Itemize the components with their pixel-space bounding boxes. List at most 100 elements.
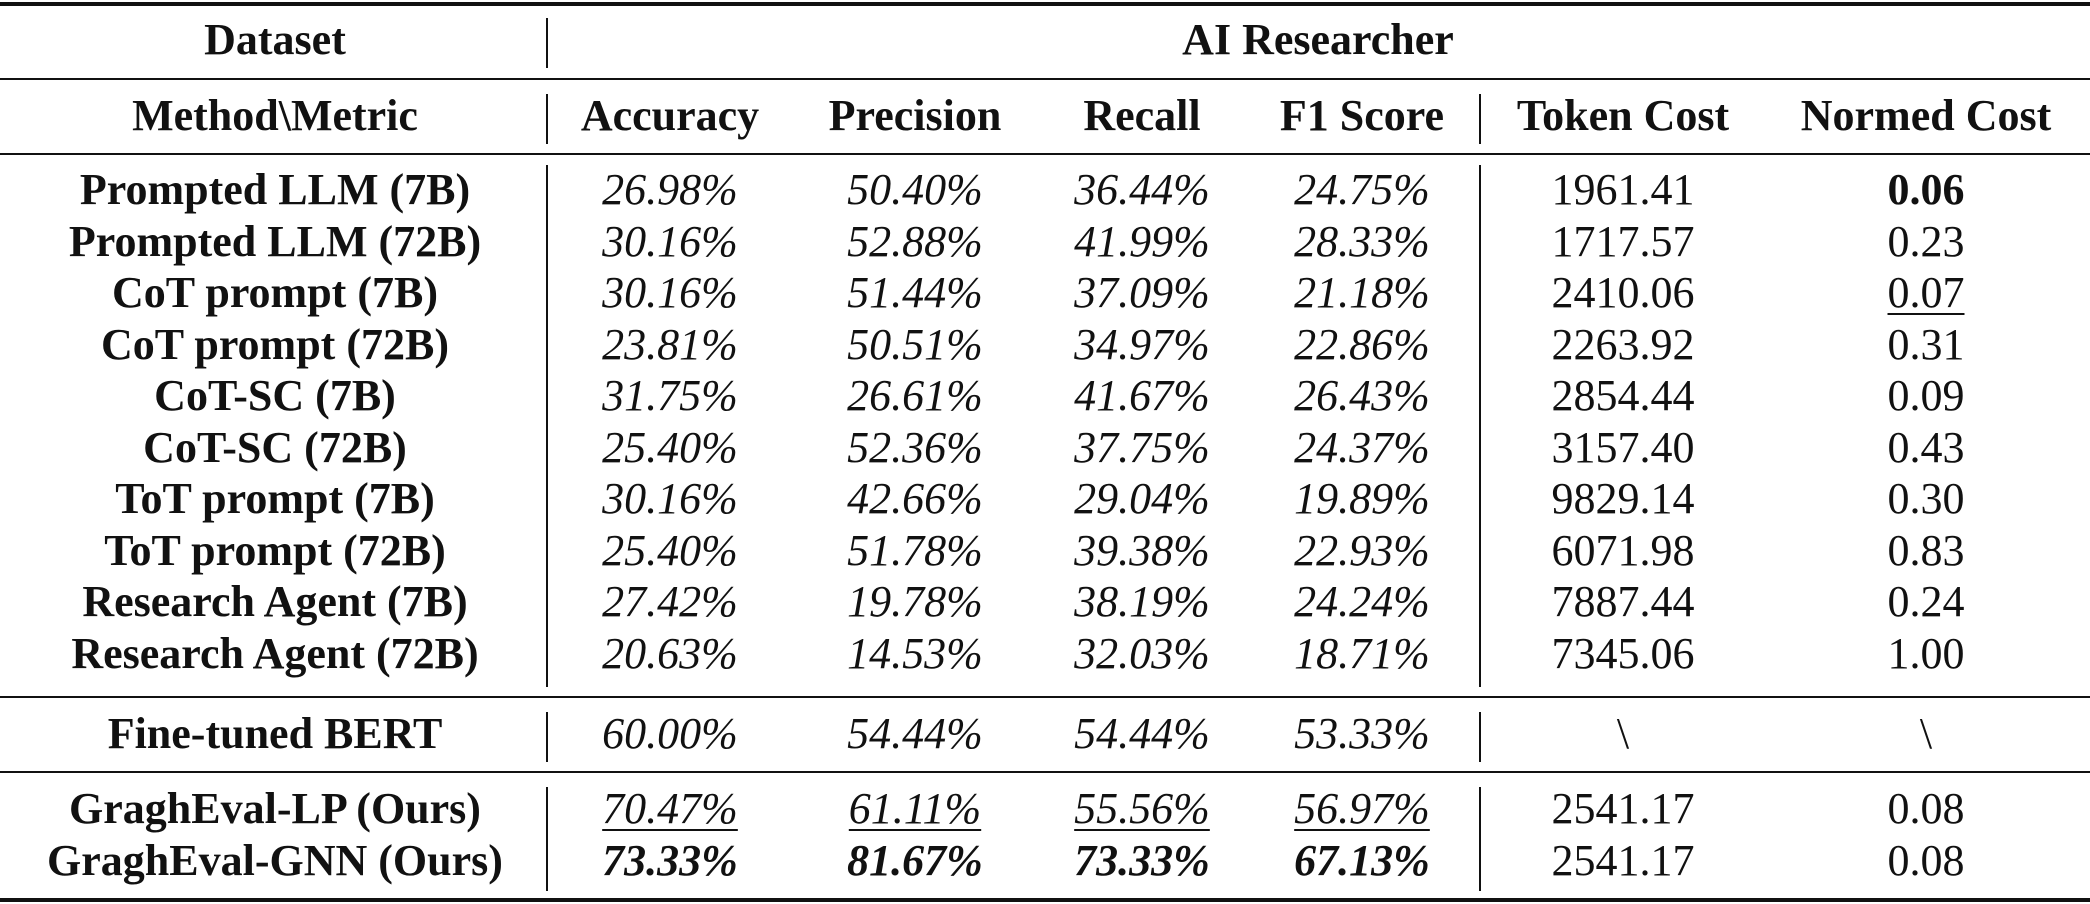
table-cell: 37.75% — [1074, 422, 1210, 472]
table-cell: 39.38% — [1074, 525, 1210, 575]
table-cell: 53.33% — [1294, 709, 1430, 758]
dataset-name: AI Researcher — [1182, 15, 1454, 64]
table-cell: 0.23 — [1887, 216, 1965, 266]
column-header-token-cost: Token Cost — [1516, 91, 1730, 140]
method-name: ToT prompt (7B) — [115, 474, 435, 523]
method-name: CoT-SC (7B) — [154, 371, 396, 420]
table-cell: 52.36% — [847, 422, 983, 472]
column-header-f1-score: F1 Score — [1279, 91, 1445, 140]
table-cell: 67.13% — [1294, 835, 1430, 885]
table-cell: 61.11% — [848, 784, 982, 833]
table-cell: 9829.14 — [1551, 474, 1695, 523]
table-cell: 25.40% — [602, 525, 738, 575]
method-name: Prompted LLM (7B) — [79, 165, 471, 214]
column-separator — [1479, 712, 1481, 762]
column-separator — [1479, 165, 1481, 687]
method-name: Research Agent (7B) — [82, 577, 468, 626]
table-cell: 51.44% — [847, 268, 983, 317]
table-cell: 73.33% — [602, 835, 738, 885]
table-cell: 20.63% — [602, 628, 738, 678]
group-divider-rule — [0, 696, 2090, 698]
method-name: GraghEval-GNN (Ours) — [47, 835, 503, 885]
table-cell: 31.75% — [602, 371, 738, 420]
table-cell: 0.08 — [1887, 835, 1965, 885]
table-cell: 19.78% — [847, 577, 983, 626]
table-cell: 29.04% — [1074, 474, 1210, 523]
method-name: GraghEval-LP (Ours) — [69, 784, 481, 833]
header-bottom-rule — [0, 153, 2090, 155]
table-cell: 2410.06 — [1551, 268, 1695, 317]
table-cell: 1961.41 — [1551, 165, 1695, 214]
table-cell: 22.93% — [1294, 525, 1430, 575]
column-header-normed-cost: Normed Cost — [1800, 91, 2052, 140]
table-cell: 23.81% — [602, 319, 738, 369]
table-cell: 2263.92 — [1551, 319, 1695, 369]
table-cell: 37.09% — [1074, 268, 1210, 317]
column-header-recall: Recall — [1083, 91, 1201, 140]
table-cell: 0.09 — [1887, 371, 1965, 420]
column-separator — [546, 165, 548, 687]
table-cell: 19.89% — [1294, 474, 1430, 523]
table-cell: 32.03% — [1074, 628, 1210, 678]
table-cell: 7887.44 — [1551, 577, 1695, 626]
table-cell: 0.06 — [1887, 165, 1965, 214]
table-cell: 2854.44 — [1551, 371, 1695, 420]
table-cell: 34.97% — [1074, 319, 1210, 369]
table-cell: 1717.57 — [1551, 216, 1695, 266]
header-divider-rule — [0, 78, 2090, 80]
column-separator — [546, 712, 548, 762]
table-cell: 56.97% — [1294, 784, 1430, 833]
column-separator — [1479, 94, 1481, 144]
table-cell: 60.00% — [602, 709, 738, 758]
column-separator — [1479, 787, 1481, 891]
table-cell: 6071.98 — [1551, 525, 1695, 575]
table-cell: 30.16% — [602, 268, 738, 317]
table-cell: 26.61% — [847, 371, 983, 420]
table-cell: 36.44% — [1074, 165, 1210, 214]
method-name: Prompted LLM (72B) — [68, 216, 482, 266]
table-cell: 24.75% — [1294, 165, 1430, 214]
table-cell: 25.40% — [602, 422, 738, 472]
table-cell: \ — [1919, 709, 1933, 758]
table-cell: 26.98% — [602, 165, 738, 214]
table-cell: 41.67% — [1074, 371, 1210, 420]
table-cell: 51.78% — [847, 525, 983, 575]
table-cell: 81.67% — [847, 835, 983, 885]
table-cell: 52.88% — [847, 216, 983, 266]
column-separator — [546, 94, 548, 144]
table-cell: 0.24 — [1887, 577, 1965, 626]
column-separator — [546, 18, 548, 68]
table-cell: 42.66% — [847, 474, 983, 523]
method-name: CoT-SC (72B) — [143, 422, 407, 472]
column-separator — [546, 787, 548, 891]
table-cell: 18.71% — [1294, 628, 1430, 678]
table-cell: 30.16% — [602, 474, 738, 523]
table-cell: 2541.17 — [1551, 835, 1695, 885]
dataset-label: Dataset — [204, 15, 346, 64]
method-name: Fine-tuned BERT — [107, 709, 443, 758]
table-cell: 0.30 — [1887, 474, 1965, 523]
table-cell: 50.51% — [847, 319, 983, 369]
method-name: ToT prompt (72B) — [104, 525, 446, 575]
top-rule — [0, 2, 2090, 6]
table-cell: 0.83 — [1887, 525, 1965, 575]
table-cell: 41.99% — [1074, 216, 1210, 266]
table-cell: 26.43% — [1294, 371, 1430, 420]
table-cell: 0.08 — [1887, 784, 1965, 833]
method-name: CoT prompt (7B) — [112, 268, 438, 317]
table-cell: 24.37% — [1294, 422, 1430, 472]
table-cell: 22.86% — [1294, 319, 1430, 369]
table-cell: 0.31 — [1887, 319, 1965, 369]
method-name: Research Agent (72B) — [71, 628, 479, 678]
table-cell: 21.18% — [1294, 268, 1430, 317]
table-cell: 55.56% — [1074, 784, 1210, 833]
column-header-precision: Precision — [828, 91, 1002, 140]
bottom-rule — [0, 898, 2090, 902]
table-cell: 3157.40 — [1551, 422, 1695, 472]
table-cell: 7345.06 — [1551, 628, 1695, 678]
table-cell: 24.24% — [1294, 577, 1430, 626]
table-cell: 38.19% — [1074, 577, 1210, 626]
table-cell: 0.07 — [1887, 268, 1965, 317]
table-cell: 1.00 — [1887, 628, 1965, 678]
